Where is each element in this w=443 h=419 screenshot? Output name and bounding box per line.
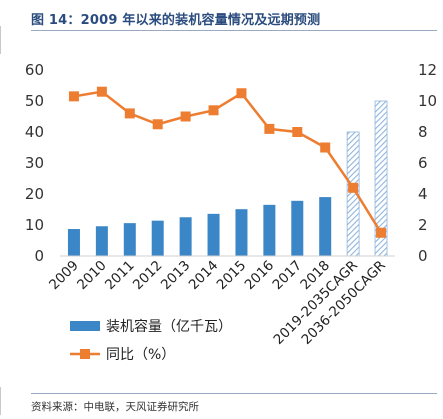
capacity-bar (235, 209, 248, 256)
title-divider (31, 30, 437, 31)
growth-point (376, 227, 387, 238)
category-label: 2017 (270, 258, 306, 294)
category-label: 2016 (242, 258, 278, 294)
category-label: 2011 (102, 258, 138, 294)
bar-series (67, 197, 332, 256)
capacity-bar (207, 213, 220, 256)
growth-point (152, 119, 163, 130)
growth-point (292, 127, 303, 137)
page-edge-mark (0, 387, 1, 415)
right-axis-tick-label: 8 (418, 123, 428, 141)
right-axis-tick-label: 6 (418, 154, 428, 172)
right-axis-ticks: 0 2 4 6 8 10 12 (418, 61, 437, 265)
growth-point (96, 86, 107, 97)
legend: 装机容量（亿千瓦） 同比（%） (70, 318, 232, 363)
category-label: 2014 (186, 258, 222, 294)
category-label: 2009 (46, 258, 82, 294)
category-label: 2010 (74, 258, 110, 294)
page-edge-mark (0, 26, 1, 54)
right-axis-tick-label: 12 (418, 61, 437, 79)
capacity-bar (291, 200, 304, 256)
capacity-bar (179, 217, 192, 256)
category-label: 2012 (130, 258, 166, 294)
left-axis-tick-label: 60 (25, 61, 44, 79)
left-axis-ticks: 0 10 20 30 40 50 60 (25, 61, 44, 265)
growth-point (124, 108, 135, 119)
growth-line (73, 90, 383, 234)
legend-bar-label: 装机容量（亿千瓦） (106, 318, 232, 335)
legend-line-label: 同比（%） (106, 347, 175, 363)
line-series (68, 86, 387, 238)
growth-point (208, 105, 219, 116)
left-axis-tick-label: 40 (25, 123, 44, 141)
capacity-bar (319, 197, 332, 256)
legend-line-marker (80, 349, 90, 359)
growth-point (180, 111, 191, 122)
capacity-bar (123, 223, 136, 256)
growth-point (68, 91, 79, 102)
right-axis-tick-label: 4 (418, 185, 428, 203)
capacity-bar (67, 229, 80, 256)
capacity-bar (95, 226, 108, 256)
left-axis-tick-label: 20 (25, 185, 44, 203)
source-note: 资料来源：中电联，天风证券研究所 (31, 401, 199, 413)
right-axis-tick-label: 2 (418, 216, 428, 234)
source-divider (31, 393, 437, 394)
left-axis-tick-label: 10 (25, 216, 44, 234)
growth-point (348, 182, 359, 193)
figure-title: 图 14：2009 年以来的装机容量情况及远期预测 (31, 13, 321, 28)
right-axis-tick-label: 0 (418, 247, 428, 265)
category-label: 2013 (158, 258, 194, 294)
category-label: 2015 (214, 258, 250, 294)
left-axis-tick-label: 0 (34, 247, 44, 265)
capacity-bar (151, 220, 164, 256)
left-axis-tick-label: 30 (25, 154, 44, 172)
growth-point (236, 88, 247, 99)
legend-bar-swatch (70, 321, 100, 331)
growth-point (320, 142, 331, 153)
capacity-bar (263, 204, 276, 256)
left-axis-tick-label: 50 (25, 92, 44, 110)
growth-point (264, 123, 275, 134)
right-axis-tick-label: 10 (418, 92, 437, 110)
